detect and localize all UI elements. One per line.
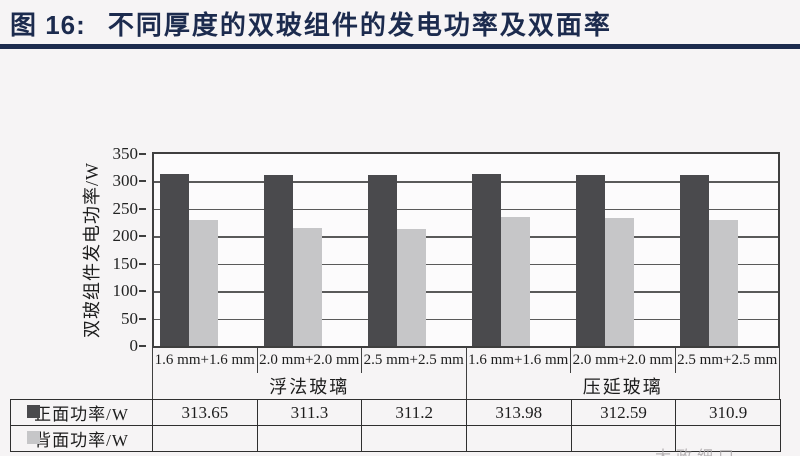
value-cell [570,425,677,452]
y-axis-ticks: 0 50 100 150 200 250 300 350 [100,145,146,355]
bar-chart-plot-area [152,152,780,348]
value-cell [152,425,258,452]
y-tick-label: 100 [112,281,139,301]
value-cell [256,425,363,452]
bar-front-power [576,174,605,346]
x-category-label: 1.6 mm+1.6 mm [465,348,571,373]
y-tick-mark [139,262,146,265]
y-tick-label: 200 [112,226,139,246]
x-category-label: 2.5 mm+2.5 mm [674,348,780,373]
bar-back-power [709,219,738,346]
y-tick-label: 0 [129,336,139,355]
y-tick-mark [139,345,146,347]
watermark: 大政细口 [655,443,795,456]
legend-swatch-icon [27,405,40,418]
bar-back-power [605,218,634,346]
bar-back-power [501,217,530,346]
y-tick-mark [139,290,146,293]
bar-group [674,154,778,346]
bar-back-power [397,228,426,346]
value-cell: 312.59 [570,399,677,426]
page-title: 不同厚度的双玻组件的发电功率及双面率 [107,10,612,40]
value-cell [465,425,572,452]
gridline [154,208,778,211]
y-tick-mark [139,180,146,183]
data-table: 正面功率/W 313.65 311.3 311.2 313.98 312.59 310.9 背… [10,399,781,452]
gridline [154,181,778,183]
glass-type-label: 压延玻璃 [465,373,780,399]
bar-back-power [293,228,322,346]
value-cell [675,425,781,452]
y-tick-mark [139,235,146,238]
series-label: 正面功率/W [34,405,129,424]
value-cell: 313.65 [152,399,258,426]
table-row: 正面功率/W 313.65 311.3 311.2 313.98 312.59 310.9 [10,399,781,426]
y-tick-label: 300 [112,171,139,191]
series-legend-cell: 正面功率/W [10,399,153,426]
value-cell: 311.2 [361,399,467,426]
bar-group [570,154,674,346]
bar-group [154,154,258,346]
x-axis-category-labels: 1.6 mm+1.6 mm 2.0 mm+2.0 mm 2.5 mm+2.5 mm 1… [152,348,780,373]
value-cell: 310.9 [675,399,781,426]
figure-header: 图 16: 不同厚度的双玻组件的发电功率及双面率 [10,5,612,42]
gridline [154,291,778,293]
value-cell [361,425,467,452]
bar-front-power [472,173,501,346]
y-tick-mark [139,153,146,155]
series-legend-cell: 背面功率/W [10,425,153,452]
x-axis-group-labels: 浮法玻璃 压延玻璃 [152,373,780,399]
y-tick-label: 50 [121,308,138,328]
series-label: 背面功率/W [34,431,129,450]
table-row: 背面功率/W [10,425,781,452]
figure-number: 图 16: [10,10,86,40]
y-tick-label: 250 [112,198,139,218]
y-tick-label: 150 [112,253,139,273]
value-cell: 311.3 [256,399,363,426]
y-tick-label: 350 [112,144,139,163]
gridline [154,236,778,238]
x-category-label: 2.0 mm+2.0 mm [570,348,675,373]
y-tick-mark [139,207,146,210]
bar-group [466,154,570,346]
x-category-label: 2.0 mm+2.0 mm [256,348,362,373]
glass-type-label: 浮法玻璃 [152,373,466,399]
gridline [154,318,778,321]
header-divider [0,44,800,49]
x-category-label: 2.5 mm+2.5 mm [361,348,466,373]
x-category-label: 1.6 mm+1.6 mm [152,348,257,373]
bar-front-power [264,175,293,346]
bar-group [258,154,362,346]
bar-group [362,154,466,346]
bar-back-power [189,219,218,346]
bar-front-power [160,173,189,346]
legend-swatch-icon [27,431,40,444]
gridline [154,263,778,266]
bar-front-power [680,175,709,346]
bar-front-power [368,175,397,346]
y-tick-mark [139,317,146,320]
value-cell: 313.98 [465,399,572,426]
